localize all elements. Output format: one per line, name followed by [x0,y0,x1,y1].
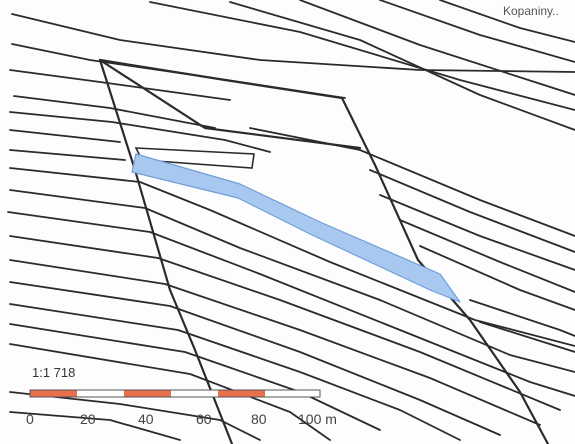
parcel-boundary [9,303,461,441]
scale-bar: 1:1 718 0 20 40 60 80 100 m [26,365,337,427]
parcel-boundary [379,0,575,63]
parcel-boundary [439,0,575,43]
parcel-boundary [9,69,231,101]
scale-ratio: 1:1 718 [32,365,75,380]
parcel-boundary [229,1,575,131]
parcel-boundary [419,245,575,311]
place-label: Kopaniny.. [503,4,559,18]
parcel-boundary [9,149,126,161]
boundary-west [98,58,234,444]
parcel-boundary [469,299,575,337]
parcel-boundary [249,127,575,237]
scale-segment [265,390,320,397]
scale-tick-label: 40 [138,411,154,427]
scale-tick-label: 0 [26,411,34,427]
scale-segment [30,390,77,397]
parcel-boundary [9,111,271,153]
parcel-boundary [9,235,561,411]
boundary-north [98,58,344,100]
parcel-boundary [11,13,575,73]
parcel-boundary [9,323,381,431]
parcel-boundary [9,259,541,426]
parcel-boundary [149,1,575,111]
parcel-boundary [9,189,575,373]
parcel-boundary [299,0,575,96]
parcel-boundary [369,169,575,253]
main-boundaries [98,58,550,444]
scale-segment [77,390,124,397]
scale-frame [29,389,321,398]
parcel-boundary [9,391,261,441]
scale-segment [171,390,218,397]
parcel-boundary [9,281,501,436]
scale-tick-label: 60 [196,411,212,427]
selected-parcel[interactable] [131,153,461,303]
scale-segment [124,390,171,397]
scale-segment [218,390,265,397]
parcel-boundary [13,95,216,129]
scale-tick-label: 100 m [298,411,337,427]
boundary-north-inner [98,58,362,150]
parcel-boundary [9,129,121,143]
parcel-boundary [9,167,575,347]
parcel-boundaries [7,0,575,441]
parcel-boundary [379,194,575,271]
parcel-boundary [7,211,575,397]
scale-tick-label: 20 [80,411,96,427]
parcel-boundary [479,321,575,353]
parcel-boundary [399,219,575,293]
scale-tick-label: 80 [251,411,267,427]
parcel-boundary [9,411,181,441]
